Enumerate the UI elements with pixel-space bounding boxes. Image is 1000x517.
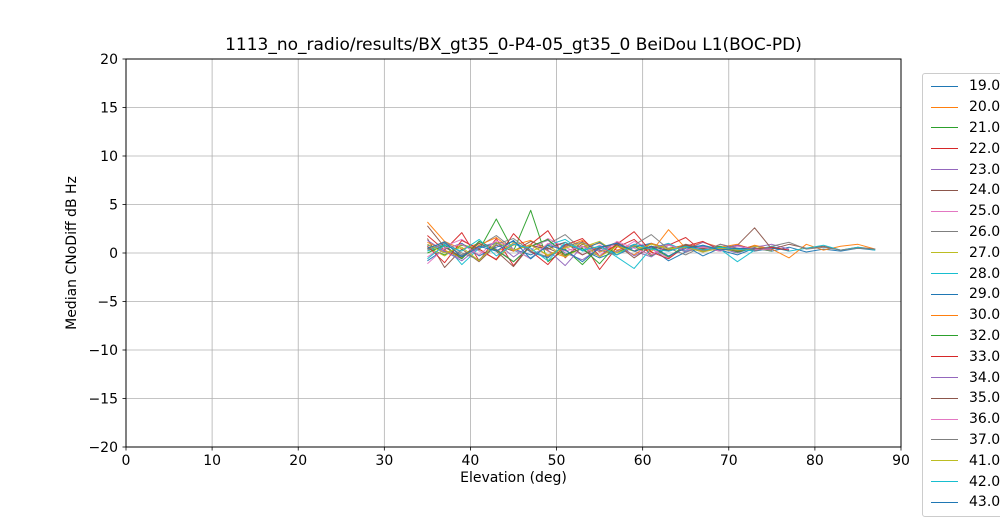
legend-label: 27.0 xyxy=(969,244,1000,261)
legend-line-sample xyxy=(931,377,958,379)
y-tick-label-10: 10 xyxy=(100,149,118,165)
x-tick-label-50: 50 xyxy=(548,453,566,469)
legend-line-sample xyxy=(931,273,958,275)
legend-item: 42.0 xyxy=(923,471,1000,492)
legend-item: 37.0 xyxy=(923,430,1000,451)
legend-item: 36.0 xyxy=(923,409,1000,430)
x-tick-label-70: 70 xyxy=(720,453,738,469)
legend-item: 29.0 xyxy=(923,284,1000,305)
legend-line-sample xyxy=(931,189,958,191)
legend-label: 25.0 xyxy=(969,203,1000,220)
legend-label: 42.0 xyxy=(969,473,1000,490)
legend-line-sample xyxy=(931,418,958,420)
legend-item: 41.0 xyxy=(923,450,1000,471)
legend-item: 34.0 xyxy=(923,367,1000,388)
legend-item: 22.0 xyxy=(923,138,1000,159)
legend-item: 30.0 xyxy=(923,305,1000,326)
legend-label: 33.0 xyxy=(969,348,1000,365)
legend-label: 20.0 xyxy=(969,99,1000,116)
legend-line-sample xyxy=(931,252,958,254)
series-line-41.0 xyxy=(427,241,755,262)
legend-line-sample xyxy=(931,85,958,87)
plot-area: 0 10 20 30 40 50 60 70 80 90 −20 −15 −10 −5 0 5 10 15 20 xyxy=(88,52,910,469)
legend-label: 29.0 xyxy=(969,286,1000,303)
legend-line-sample xyxy=(931,231,958,233)
legend-line-sample xyxy=(931,481,958,483)
x-tick-label-0: 0 xyxy=(122,453,131,469)
legend-item: 32.0 xyxy=(923,326,1000,347)
legend-label: 26.0 xyxy=(969,223,1000,240)
y-tick-label--15: −15 xyxy=(88,392,118,408)
x-tick-label-20: 20 xyxy=(289,453,307,469)
y-tick-label-20: 20 xyxy=(100,52,118,68)
y-tick-label-5: 5 xyxy=(109,198,118,214)
x-tick-label-80: 80 xyxy=(806,453,824,469)
legend-label: 19.0 xyxy=(969,78,1000,95)
legend-item: 19.0 xyxy=(923,76,1000,97)
series-line-42.0 xyxy=(427,238,755,262)
legend-label: 35.0 xyxy=(969,390,1000,407)
legend-label: 28.0 xyxy=(969,265,1000,282)
y-tick-label-15: 15 xyxy=(100,101,118,117)
legend-item: 28.0 xyxy=(923,263,1000,284)
legend-item: 35.0 xyxy=(923,388,1000,409)
legend-line-sample xyxy=(931,397,958,399)
series-line-37.0 xyxy=(427,234,876,261)
x-tick-label-60: 60 xyxy=(634,453,652,469)
legend-item: 27.0 xyxy=(923,242,1000,263)
legend-label: 34.0 xyxy=(969,369,1000,386)
legend-item: 23.0 xyxy=(923,159,1000,180)
x-tick-label-40: 40 xyxy=(462,453,480,469)
legend-label: 21.0 xyxy=(969,119,1000,136)
legend-line-sample xyxy=(931,148,958,150)
legend-line-sample xyxy=(931,210,958,212)
legend-label: 32.0 xyxy=(969,327,1000,344)
legend: 19.0 20.0 21.0 22.0 23.0 24.0 25.0 26.0 27.0 28.0… xyxy=(922,73,1000,517)
legend-line-sample xyxy=(931,106,958,108)
series-line-43.0 xyxy=(427,239,755,263)
legend-label: 24.0 xyxy=(969,182,1000,199)
legend-label: 22.0 xyxy=(969,140,1000,157)
y-tick-label--5: −5 xyxy=(97,295,118,311)
x-axis-label: Elevation (deg) xyxy=(460,470,567,486)
legend-label: 41.0 xyxy=(969,452,1000,469)
legend-item: 24.0 xyxy=(923,180,1000,201)
x-tick-label-90: 90 xyxy=(892,453,910,469)
legend-label: 36.0 xyxy=(969,411,1000,428)
legend-line-sample xyxy=(931,314,958,316)
legend-item: 33.0 xyxy=(923,346,1000,367)
legend-item: 26.0 xyxy=(923,222,1000,243)
x-tick-label-30: 30 xyxy=(375,453,393,469)
legend-item: 25.0 xyxy=(923,201,1000,222)
y-tick-label--10: −10 xyxy=(88,343,118,359)
legend-label: 43.0 xyxy=(969,494,1000,511)
legend-item: 20.0 xyxy=(923,97,1000,118)
legend-label: 30.0 xyxy=(969,307,1000,324)
legend-label: 23.0 xyxy=(969,161,1000,178)
legend-line-sample xyxy=(931,439,958,441)
legend-label: 37.0 xyxy=(969,431,1000,448)
legend-item: 21.0 xyxy=(923,118,1000,139)
y-tick-label--20: −20 xyxy=(88,440,118,456)
legend-line-sample xyxy=(931,293,958,295)
legend-line-sample xyxy=(931,501,958,503)
figure: 1113_no_radio/results/BX_gt35_0-P4-05_gt… xyxy=(64,35,1000,517)
legend-line-sample xyxy=(931,127,958,129)
legend-item: 43.0 xyxy=(923,492,1000,513)
legend-line-sample xyxy=(931,335,958,337)
y-tick-label-0: 0 xyxy=(109,246,118,262)
x-tick-label-10: 10 xyxy=(203,453,221,469)
legend-line-sample xyxy=(931,356,958,358)
chart-title: 1113_no_radio/results/BX_gt35_0-P4-05_gt… xyxy=(225,35,802,55)
legend-line-sample xyxy=(931,169,958,171)
legend-line-sample xyxy=(931,460,958,462)
